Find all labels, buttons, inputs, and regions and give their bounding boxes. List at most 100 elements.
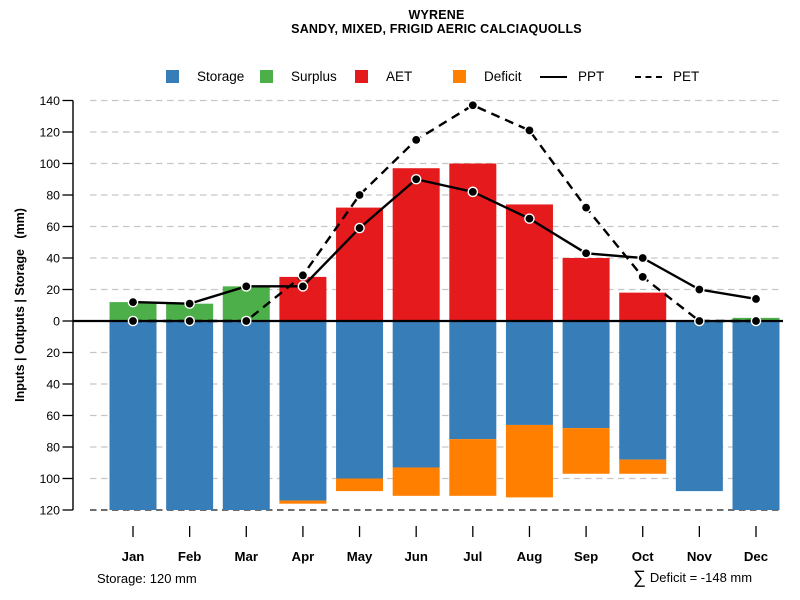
ppt-point-Jul	[468, 187, 477, 196]
x-tick-label-Apr: Apr	[292, 549, 315, 564]
y-tick-label-20: 20	[46, 283, 60, 297]
x-tick-label-Jan: Jan	[122, 549, 145, 564]
y-tick-label--60: 60	[46, 409, 60, 423]
bar-deficit-Aug	[505, 424, 553, 498]
chart-subtitle: SANDY, MIXED, FRIGID AERIC CALCIAQUOLLS	[291, 22, 582, 36]
storage-swatch-icon	[166, 70, 179, 83]
pet-point-Jan	[129, 317, 137, 325]
bar-storage-Sep	[562, 321, 610, 429]
x-tick-label-Jul: Jul	[463, 549, 482, 564]
sigma-icon: ∑	[633, 567, 646, 587]
ppt-point-Mar	[242, 282, 251, 291]
legend-label-surplus: Surplus	[291, 69, 337, 84]
x-tick-label-Feb: Feb	[178, 549, 201, 564]
aet-swatch-icon	[355, 70, 368, 83]
bar-deficit-May	[336, 478, 384, 492]
y-tick-label--100: 100	[39, 472, 60, 486]
bar-storage-Mar	[222, 321, 270, 510]
ppt-point-May	[355, 224, 364, 232]
x-tick-label-Oct: Oct	[632, 549, 655, 564]
bar-storage-Feb	[166, 321, 214, 510]
bar-storage-Dec	[732, 321, 780, 510]
legend-item-deficit: Deficit	[453, 69, 522, 84]
ppt-point-Jun	[412, 175, 421, 184]
x-tick-label-May: May	[347, 549, 373, 564]
y-tick-label-40: 40	[46, 251, 60, 265]
legend-item-storage: Storage	[166, 69, 244, 84]
ppt-point-Nov	[695, 285, 704, 294]
pet-point-Aug	[525, 126, 534, 135]
pet-point-Jun	[412, 135, 421, 144]
x-tick-label-Mar: Mar	[235, 549, 258, 564]
legend-label-deficit: Deficit	[484, 69, 522, 84]
deficit-sum-note: ∑ Deficit = -148 mm	[633, 566, 752, 587]
bar-deficit-Jun	[392, 467, 440, 496]
y-tick-label-100: 100	[39, 157, 60, 171]
y-tick-label--120: 120	[39, 503, 60, 517]
legend-label-pet: PET	[673, 69, 700, 84]
pet-point-Nov	[695, 317, 704, 325]
pet-point-Mar	[242, 317, 251, 325]
y-tick-label-0: 0	[53, 314, 60, 328]
ppt-point-Oct	[638, 254, 647, 262]
legend-item-pet: PET	[635, 69, 699, 84]
bar-storage-Oct	[619, 321, 667, 460]
bar-storage-May	[336, 321, 384, 479]
bar-deficit-Oct	[619, 459, 667, 474]
bar-aet-Sep	[562, 258, 610, 321]
bar-surplus-Jan	[109, 302, 157, 321]
storage-capacity-note: Storage: 120 mm	[97, 571, 197, 586]
ppt-point-Feb	[185, 299, 194, 308]
y-tick-label-120: 120	[39, 125, 60, 139]
pet-point-Apr	[299, 271, 307, 280]
legend-item-ppt: PPT	[540, 69, 604, 84]
x-tick-label-Jun: Jun	[404, 549, 427, 564]
y-tick-label-80: 80	[46, 188, 60, 202]
y-tick-label--40: 40	[46, 377, 60, 391]
ppt-point-Sep	[582, 249, 590, 258]
bar-aet-Oct	[619, 292, 667, 321]
y-tick-label-140: 140	[39, 94, 60, 108]
ppt-point-Jan	[129, 298, 137, 306]
pet-point-May	[355, 191, 364, 199]
x-tick-label-Aug: Aug	[517, 549, 543, 564]
pet-point-Oct	[638, 273, 647, 281]
pet-dashed-line-icon	[635, 75, 662, 78]
bar-storage-Jun	[392, 321, 440, 468]
legend-item-aet: AET	[355, 69, 412, 84]
pet-point-Jul	[468, 101, 477, 110]
bar-storage-Aug	[505, 321, 553, 425]
x-tick-label-Nov: Nov	[687, 549, 713, 564]
bar-deficit-Apr	[279, 500, 327, 504]
bar-storage-Jul	[449, 321, 497, 440]
bar-deficit-Jul	[449, 439, 497, 496]
legend-label-storage: Storage	[197, 69, 245, 84]
deficit-sum-text: Deficit = -148 mm	[649, 570, 753, 585]
pet-point-Dec	[752, 317, 760, 325]
ppt-solid-line-icon	[540, 75, 567, 78]
pet-point-Sep	[582, 203, 590, 212]
bar-storage-Apr	[279, 321, 327, 501]
pet-point-Feb	[185, 317, 194, 325]
y-tick-label-60: 60	[46, 220, 60, 234]
y-tick-label--20: 20	[46, 346, 60, 360]
ppt-point-Dec	[752, 295, 760, 303]
x-tick-label-Sep: Sep	[574, 549, 598, 564]
ppt-point-Aug	[525, 214, 534, 223]
pet-line	[133, 103, 756, 323]
legend-label-ppt: PPT	[578, 69, 605, 84]
bar-aet-Jun	[392, 168, 440, 321]
surplus-swatch-icon	[260, 70, 273, 83]
bar-storage-Jan	[109, 321, 157, 510]
legend-item-surplus: Surplus	[260, 69, 337, 84]
chart-title: WYRENE	[408, 8, 465, 22]
chart-title-block: WYRENE SANDY, MIXED, FRIGID AERIC CALCIA…	[90, 8, 783, 36]
ppt-line	[132, 177, 757, 305]
deficit-swatch-icon	[453, 70, 466, 83]
x-tick-label-Dec: Dec	[744, 549, 768, 564]
y-tick-label--80: 80	[46, 440, 60, 454]
bar-storage-Nov	[675, 321, 723, 492]
bar-surplus-Feb	[166, 303, 214, 321]
